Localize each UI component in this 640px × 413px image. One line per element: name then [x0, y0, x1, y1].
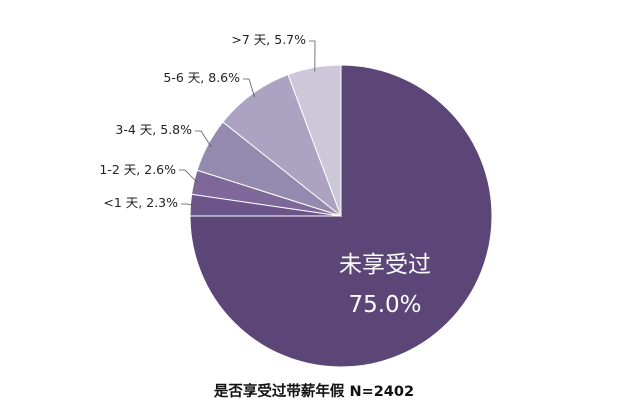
pie-slices [189, 64, 493, 368]
label-5-6: 5-6 天, 8.6% [163, 70, 240, 85]
label-main-category: 未享受过 [339, 252, 431, 278]
watermark: WWW.HORUSCH.COM 霍尔斯医疗 [522, 366, 635, 396]
watermark-url: WWW.HORUSCH.COM [526, 366, 635, 376]
slice-labels: <1 天, 2.3% 1-2 天, 2.6% 3-4 天, 5.8% 5-6 天… [99, 32, 431, 318]
leader-line-7-5-7 [309, 40, 316, 72]
watermark-text: 霍尔斯医疗 [522, 377, 602, 396]
leader-line-5-6-8-6 [243, 78, 255, 98]
pie-slice-main [189, 64, 493, 368]
label-3-4: 3-4 天, 5.8% [115, 122, 192, 137]
label-main-value: 75.0% [348, 292, 421, 318]
label-1-2: 1-2 天, 2.6% [99, 162, 176, 177]
leader-lines [179, 40, 316, 206]
chart-title: 是否享受过带薪年假 N=2402 [213, 382, 414, 400]
leader-line-1-2-2-6 [179, 169, 199, 184]
leader-line-3-4-5-8 [195, 130, 212, 148]
pie-slice-7-5-7 [287, 64, 342, 217]
label-lt1: <1 天, 2.3% [103, 195, 178, 210]
label-gt7: >7 天, 5.7% [231, 32, 306, 47]
leader-line-1-2-3 [181, 203, 195, 206]
